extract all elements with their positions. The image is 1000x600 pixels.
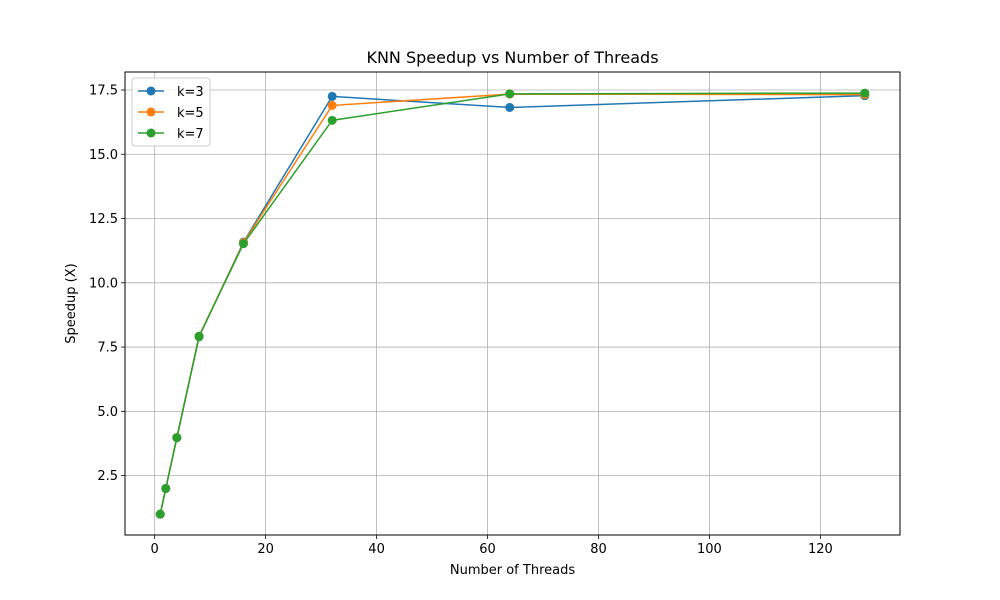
data-point-k-5 — [327, 100, 337, 110]
legend: k=3 k=5 k=7 — [131, 77, 211, 147]
y-tick-label: 12.5 — [89, 212, 118, 227]
x-tick-label: 120 — [808, 542, 833, 557]
y-tick-label: 2.5 — [97, 469, 118, 484]
data-point-k-7 — [194, 331, 204, 341]
y-tick-label: 7.5 — [97, 341, 118, 356]
data-point-k-7 — [238, 239, 248, 249]
legend-marker-k-7 — [146, 128, 156, 138]
data-point-k-7 — [161, 483, 171, 493]
legend-label-k-7: k=7 — [177, 127, 204, 142]
y-axis-label: Speedup (X) — [64, 263, 79, 343]
y-tick-label: 10.0 — [89, 276, 118, 291]
x-tick-label: 0 — [151, 542, 159, 557]
plot-area-frame — [124, 71, 901, 536]
x-tick-label: 80 — [590, 542, 607, 557]
legend-label-k-3: k=3 — [177, 85, 204, 100]
legend-marker-k-5 — [146, 107, 156, 117]
data-point-k-7 — [860, 88, 870, 98]
y-tick-label: 15.0 — [89, 148, 118, 163]
x-axis-label: Number of Threads — [450, 563, 575, 578]
x-tick-label: 100 — [697, 542, 722, 557]
y-tick-label: 17.5 — [89, 83, 118, 98]
y-tick-label: 5.0 — [97, 405, 118, 420]
x-tick-label: 20 — [257, 542, 274, 557]
x-tick-label: 60 — [479, 542, 496, 557]
x-tick-label: 40 — [368, 542, 385, 557]
legend-marker-k-3 — [146, 86, 156, 96]
series-line-k-7 — [159, 92, 865, 515]
data-point-k-3 — [327, 91, 337, 101]
data-point-k-7 — [327, 115, 337, 125]
data-point-k-7 — [505, 89, 515, 99]
chart-title: KNN Speedup vs Number of Threads — [366, 48, 658, 67]
data-point-k-7 — [172, 433, 182, 443]
data-point-k-7 — [155, 509, 165, 519]
plot-series — [155, 88, 870, 519]
grid-lines — [125, 72, 900, 535]
data-point-k-3 — [505, 102, 515, 112]
axis-ticks: 0 20 40 60 80 100 120 2.5 5.0 7.5 10.0 12.5 15.0 17.5 — [89, 83, 833, 557]
legend-label-k-5: k=5 — [177, 106, 204, 121]
